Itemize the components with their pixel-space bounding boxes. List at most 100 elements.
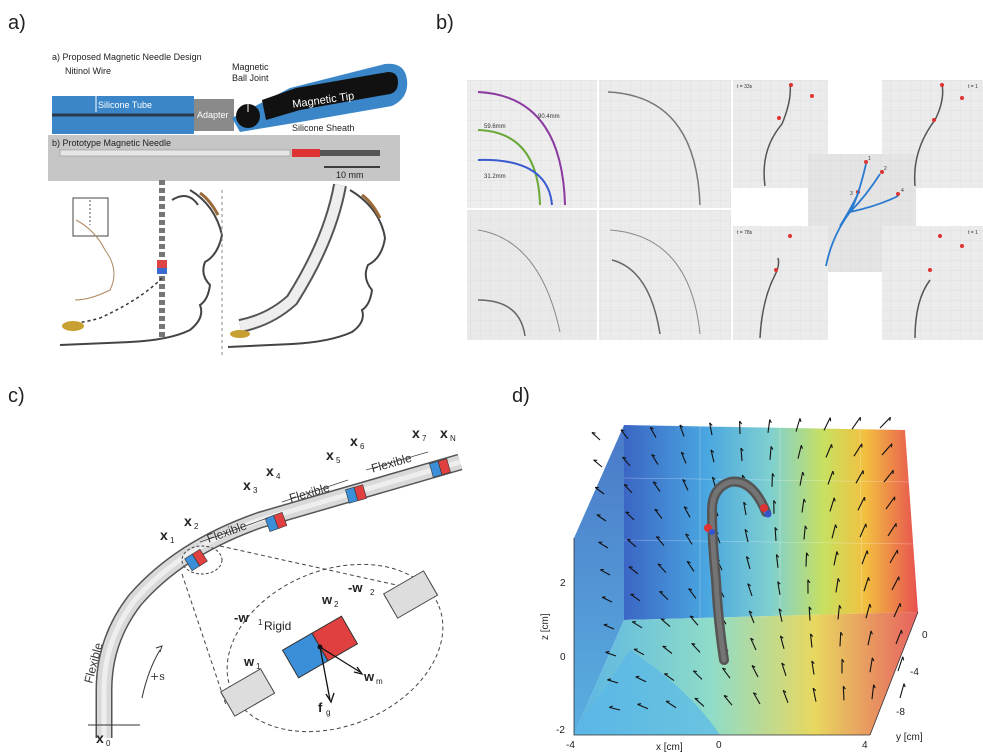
wm-arrow — [319, 646, 361, 673]
field-arrow — [601, 596, 613, 603]
field-arrow-head — [890, 443, 893, 448]
field-arrow — [829, 497, 835, 512]
field-arrow — [637, 703, 649, 710]
x7-label: x — [412, 425, 420, 441]
prototype-tube — [59, 149, 291, 157]
field-arrow — [603, 624, 615, 630]
field-arrow-head — [744, 528, 749, 533]
x3-label: x — [243, 477, 251, 493]
back-wall — [624, 425, 918, 620]
field-arrow — [591, 432, 601, 441]
field-arrow-head — [811, 660, 815, 665]
field-arrow — [593, 459, 603, 468]
adapter-block — [194, 99, 234, 131]
arc-90 — [477, 91, 566, 206]
panel-label-a: a) — [8, 12, 26, 34]
field-arrow — [686, 561, 695, 572]
field-arrow — [825, 444, 833, 458]
field-arrow-head — [841, 658, 845, 663]
field-arrow-head — [830, 444, 833, 449]
x6-label: x — [350, 433, 358, 449]
field-arrow-head — [751, 664, 756, 668]
field-arrow-head — [870, 630, 873, 635]
needle-path-b5 — [763, 83, 792, 187]
field-arrow-head — [685, 533, 690, 537]
field-arrow-head — [605, 650, 610, 653]
field-arrow-head — [682, 478, 687, 482]
field-arrow-head — [689, 615, 694, 618]
field-arrow — [867, 630, 872, 646]
w2-sub: 2 — [334, 600, 339, 609]
field-arrow — [600, 569, 611, 576]
field-arrow — [803, 525, 806, 540]
field-arrow — [805, 552, 808, 567]
field-arrow-head — [800, 445, 804, 449]
field-arrow-head — [609, 705, 613, 708]
radius-label-2: 59.6mm — [484, 124, 506, 130]
gray-arc-b4a — [609, 229, 701, 335]
field-arrow — [654, 508, 663, 519]
x-axis-label: x [cm] — [656, 742, 683, 753]
field-arrow-head — [837, 578, 841, 582]
field-arrow-head — [802, 471, 805, 476]
x3-sub: 3 — [253, 486, 258, 495]
field-arrow — [594, 486, 605, 495]
field-arrow — [887, 523, 897, 537]
field-arrow — [652, 481, 661, 492]
field-arrow-head — [750, 637, 754, 641]
field-arrow — [622, 456, 631, 467]
head-illustration-left — [59, 180, 224, 346]
field-arrow — [767, 419, 771, 433]
x4-sub: 4 — [276, 472, 281, 481]
field-arrow — [691, 643, 701, 653]
field-arrow — [851, 416, 861, 430]
field-arrow — [774, 527, 777, 541]
field-arrow-head — [803, 498, 806, 503]
fg-arrow — [319, 646, 331, 701]
silicone-tube-label: Silicone Tube — [98, 100, 152, 110]
left-wall — [574, 425, 624, 735]
w2-label: w — [321, 592, 333, 607]
field-arrow — [651, 454, 659, 465]
field-arrow-head — [836, 551, 839, 556]
field-arrow — [777, 581, 781, 595]
xN-sub: N — [450, 434, 456, 443]
field-arrow-head — [712, 476, 716, 480]
wm-label: w — [363, 669, 375, 684]
field-arrow — [778, 608, 783, 622]
field-arrow — [853, 443, 863, 457]
field-arrow-head — [709, 422, 713, 426]
field-arrow — [750, 637, 757, 651]
field-arrow-head — [867, 577, 870, 581]
field-arrow-head — [838, 605, 842, 609]
s-arrow — [141, 649, 161, 699]
field-arrow-head — [866, 550, 869, 555]
field-arrow — [889, 549, 898, 564]
gray-arc-b3b — [477, 299, 526, 337]
field-arrow-head — [654, 508, 659, 511]
mw2-label: -w — [348, 580, 363, 595]
field-arrow — [859, 523, 867, 538]
z-tick-0: 0 — [560, 652, 566, 663]
field-arrow — [885, 496, 896, 510]
field-arrow — [831, 524, 837, 539]
field-arrow — [837, 605, 840, 620]
ball-joint — [236, 104, 260, 128]
field-arrow-head — [753, 692, 757, 695]
field-arrow — [680, 451, 687, 464]
x2-sub: 2 — [194, 522, 199, 531]
field-arrow — [683, 506, 691, 518]
field-arrow-head — [683, 506, 688, 509]
field-arrow-head — [903, 683, 906, 688]
field-arrow — [769, 446, 772, 460]
field-arrow-head — [743, 501, 747, 506]
field-arrow-head — [601, 596, 606, 598]
field-arrow-head — [865, 523, 867, 528]
field-arrow — [782, 690, 789, 703]
needle-path-b8 — [759, 257, 780, 339]
radius-label-1: 90.4mm — [538, 114, 560, 120]
field-arrow — [861, 550, 868, 565]
gray-arc-b3a — [477, 229, 561, 333]
field-arrow — [679, 424, 685, 437]
